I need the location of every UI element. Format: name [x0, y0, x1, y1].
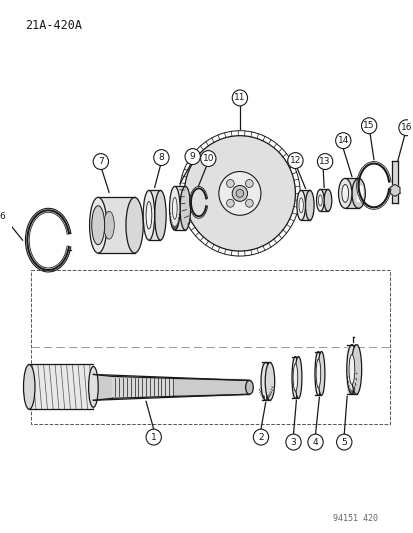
Circle shape	[232, 185, 247, 201]
Ellipse shape	[296, 190, 305, 220]
Text: 9: 9	[189, 152, 195, 161]
Circle shape	[226, 199, 234, 207]
Polygon shape	[300, 190, 309, 220]
Ellipse shape	[24, 365, 35, 409]
Ellipse shape	[291, 357, 298, 398]
Circle shape	[153, 150, 169, 166]
Circle shape	[287, 152, 302, 168]
Polygon shape	[112, 376, 174, 398]
Circle shape	[335, 133, 350, 149]
Bar	[31, 270, 389, 424]
Text: 3: 3	[290, 438, 296, 447]
Text: 4: 4	[312, 438, 318, 447]
Circle shape	[253, 429, 268, 445]
Circle shape	[232, 90, 247, 106]
Circle shape	[93, 154, 108, 169]
Ellipse shape	[265, 362, 274, 400]
Polygon shape	[356, 186, 361, 201]
Polygon shape	[29, 365, 93, 409]
Polygon shape	[149, 190, 160, 240]
Polygon shape	[315, 352, 321, 395]
Circle shape	[317, 154, 332, 169]
Ellipse shape	[348, 354, 354, 384]
Polygon shape	[292, 357, 298, 398]
Ellipse shape	[351, 345, 361, 394]
Text: 6: 6	[0, 212, 5, 221]
Circle shape	[0, 208, 10, 224]
Text: 12: 12	[289, 156, 300, 165]
Circle shape	[226, 180, 234, 188]
Ellipse shape	[346, 345, 356, 394]
Ellipse shape	[180, 187, 190, 230]
Circle shape	[218, 172, 260, 215]
Ellipse shape	[316, 189, 323, 211]
Circle shape	[307, 434, 323, 450]
Circle shape	[200, 151, 216, 166]
Ellipse shape	[104, 211, 114, 239]
Polygon shape	[93, 377, 249, 397]
Circle shape	[245, 199, 253, 207]
Ellipse shape	[154, 190, 166, 240]
Ellipse shape	[88, 367, 98, 407]
Ellipse shape	[169, 187, 180, 230]
Text: 1: 1	[150, 433, 156, 442]
Circle shape	[184, 136, 295, 251]
Text: 8: 8	[158, 153, 164, 162]
Text: 5: 5	[341, 438, 346, 447]
Text: 94151 420: 94151 420	[332, 514, 377, 523]
Ellipse shape	[89, 197, 107, 253]
Ellipse shape	[338, 179, 351, 208]
Ellipse shape	[298, 198, 303, 213]
Circle shape	[398, 120, 413, 136]
Ellipse shape	[314, 352, 321, 395]
Ellipse shape	[305, 190, 313, 220]
Text: 16: 16	[400, 123, 411, 132]
Circle shape	[235, 189, 243, 197]
Ellipse shape	[351, 179, 364, 208]
Circle shape	[245, 180, 253, 188]
Ellipse shape	[245, 381, 253, 394]
Polygon shape	[389, 184, 399, 196]
Ellipse shape	[260, 362, 270, 400]
Circle shape	[185, 149, 200, 165]
Circle shape	[361, 118, 376, 134]
Circle shape	[336, 434, 351, 450]
Text: 13: 13	[318, 157, 330, 166]
Polygon shape	[174, 187, 185, 230]
Ellipse shape	[146, 201, 152, 229]
Ellipse shape	[341, 184, 348, 203]
Text: 7: 7	[98, 157, 104, 166]
Ellipse shape	[126, 197, 143, 253]
Text: 21A-420A: 21A-420A	[25, 19, 82, 33]
Ellipse shape	[317, 352, 324, 395]
Polygon shape	[391, 160, 397, 203]
Polygon shape	[93, 375, 112, 400]
Text: 11: 11	[234, 93, 245, 102]
Polygon shape	[174, 378, 249, 397]
Polygon shape	[320, 189, 327, 211]
Polygon shape	[261, 362, 269, 400]
Ellipse shape	[143, 190, 154, 240]
Ellipse shape	[316, 359, 320, 387]
Ellipse shape	[172, 197, 177, 219]
Ellipse shape	[294, 357, 301, 398]
Polygon shape	[344, 179, 358, 208]
Polygon shape	[98, 197, 134, 253]
Ellipse shape	[92, 206, 104, 245]
Circle shape	[285, 434, 300, 450]
Text: 14: 14	[337, 136, 348, 145]
Circle shape	[146, 429, 161, 445]
Polygon shape	[347, 345, 356, 394]
Ellipse shape	[292, 364, 297, 391]
Text: 15: 15	[363, 121, 374, 130]
Ellipse shape	[318, 195, 321, 206]
Ellipse shape	[323, 189, 331, 211]
Text: 2: 2	[258, 433, 263, 442]
Text: 10: 10	[202, 154, 214, 163]
